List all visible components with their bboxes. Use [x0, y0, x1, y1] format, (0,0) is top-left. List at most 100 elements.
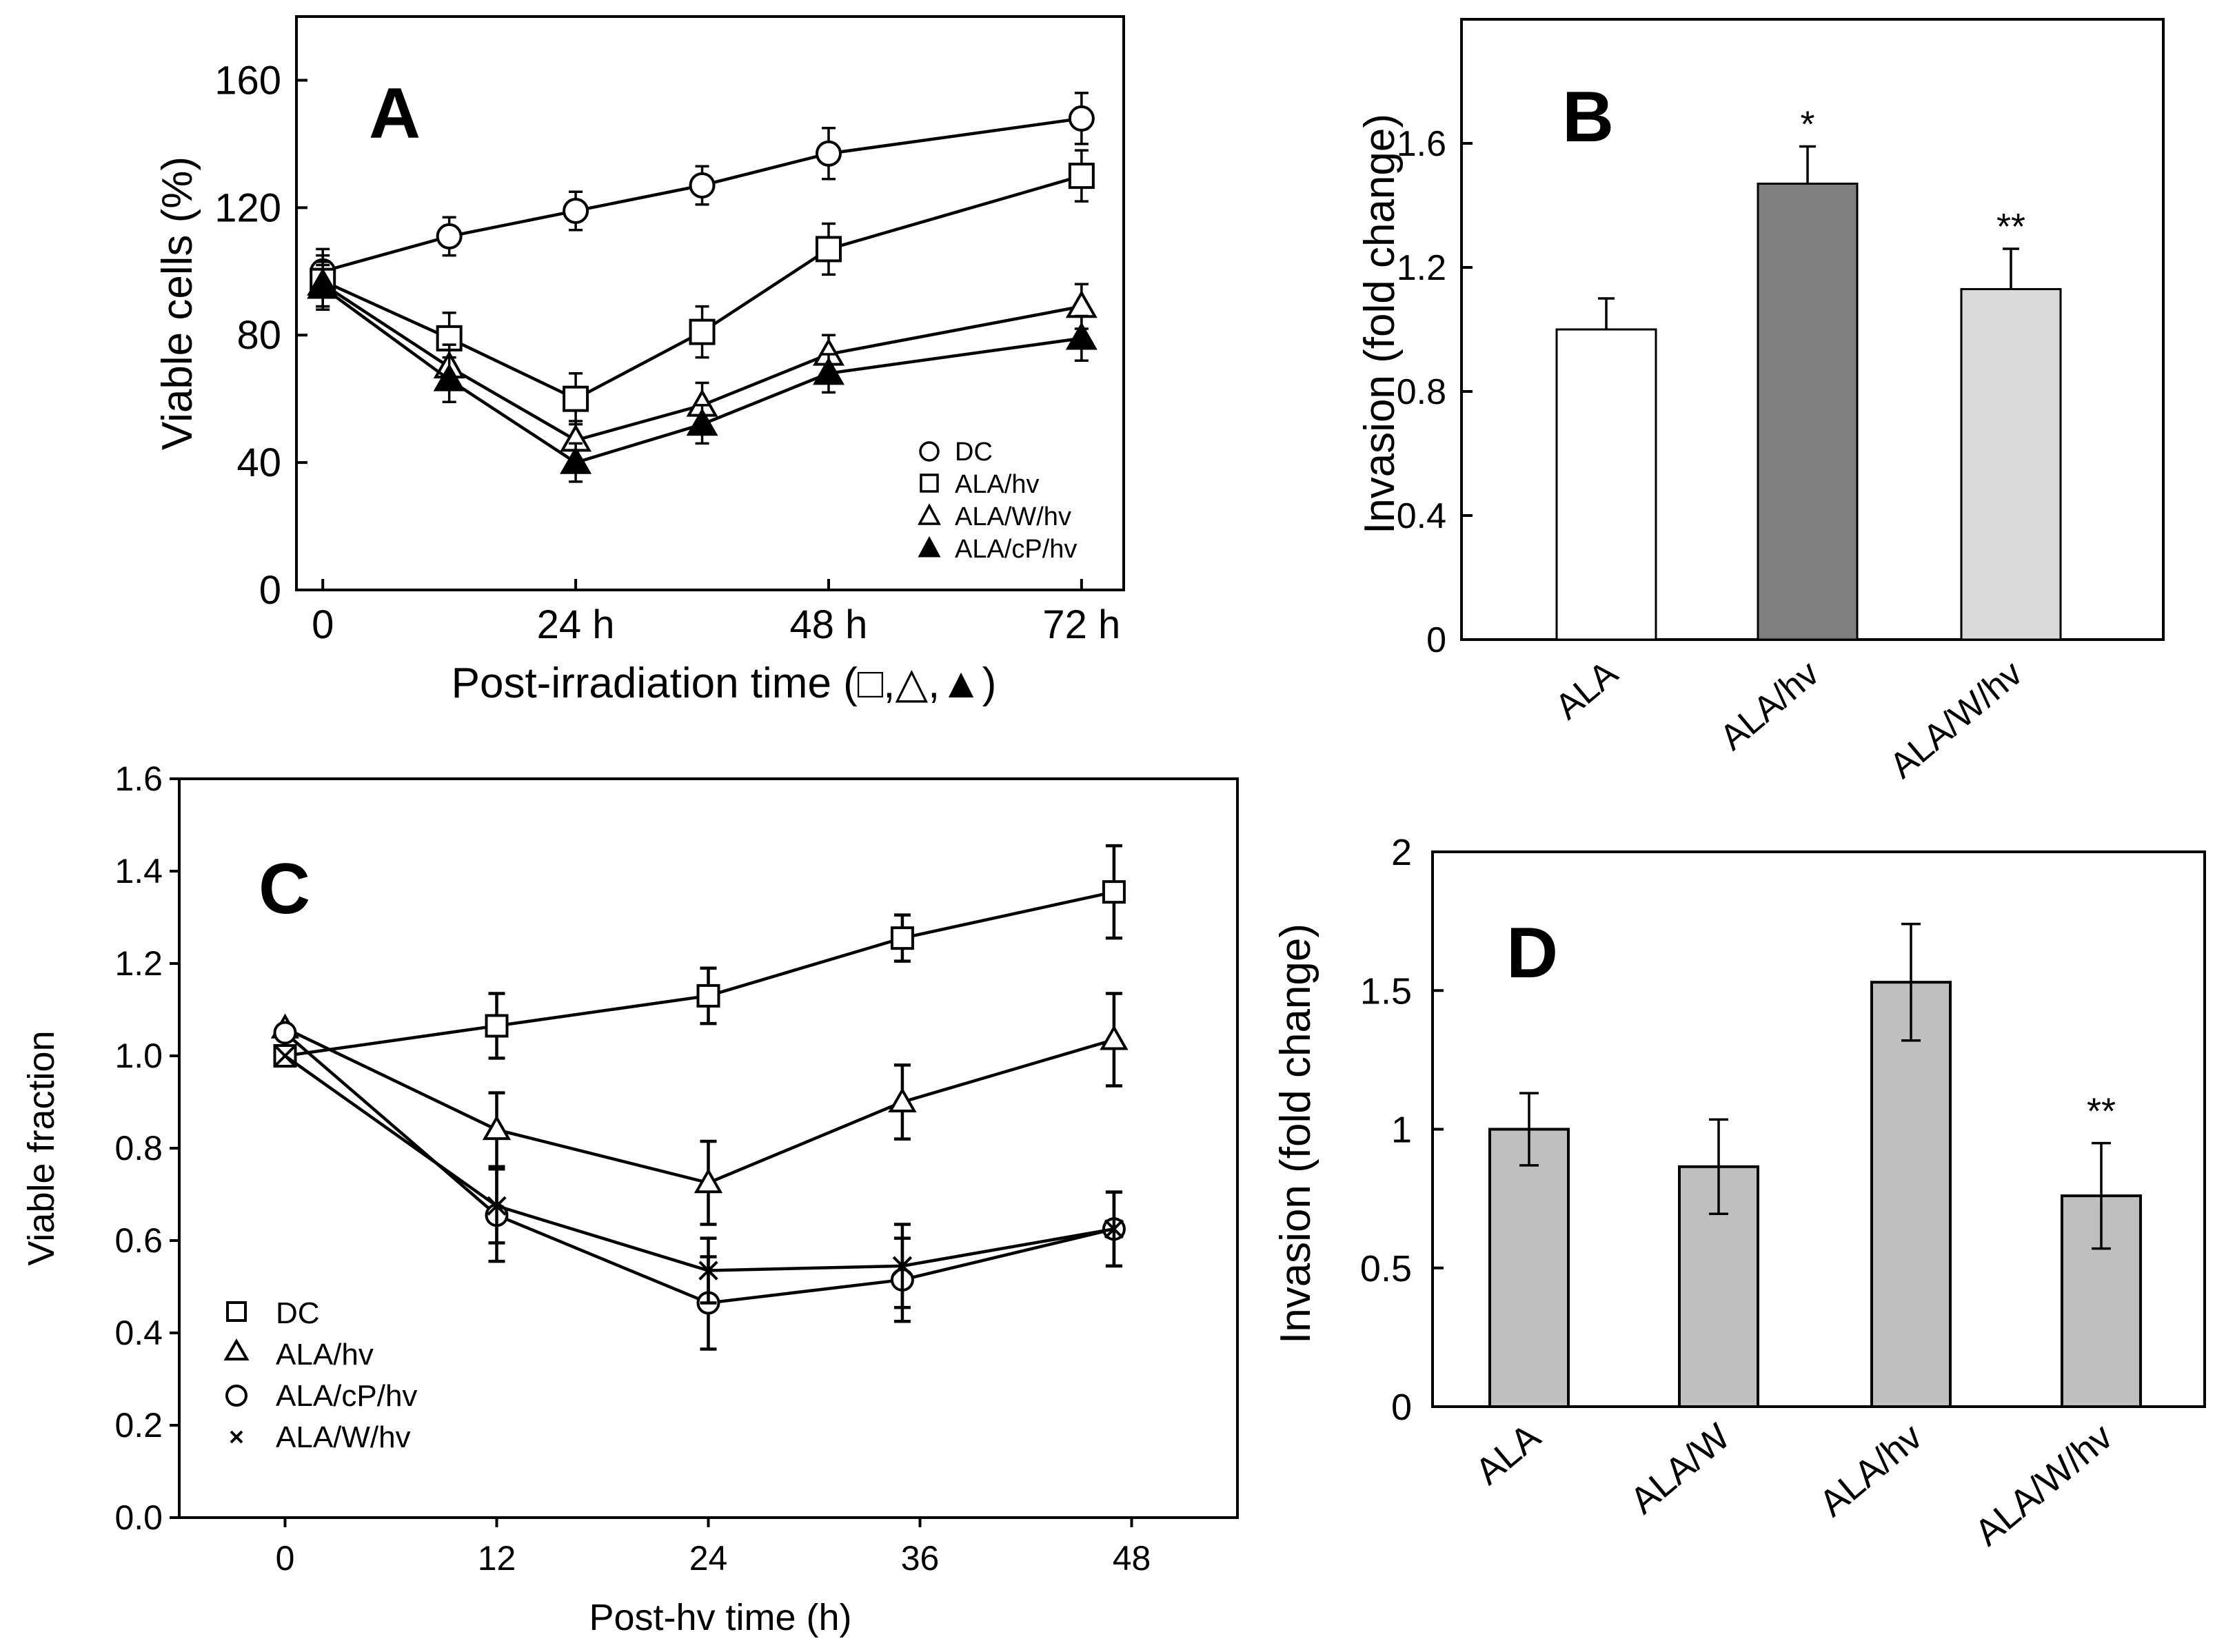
panel-b-y-axis-label: Invasion (fold change)	[1356, 114, 1404, 534]
panel-a-data-point	[1065, 290, 1098, 318]
panel-a-data-point	[307, 271, 339, 299]
panel-b-bar	[1757, 183, 1859, 641]
panel-a-data-point	[686, 408, 718, 436]
panel-c-data-point	[1100, 1025, 1129, 1050]
panel-c-legend-label: DC	[276, 1296, 320, 1330]
panel-c-x-tick-label: 24	[689, 1539, 728, 1578]
open-circle-marker-icon	[919, 441, 940, 462]
panel-c-x-axis-label: Post-hv time (h)	[589, 1597, 851, 1638]
panel-b-category-label: ALA/hv	[1712, 653, 1827, 758]
panel-b-bar-ala-hv: ALA/hv *	[1712, 104, 1859, 758]
panel-d-axes: 0 0.5 1 1.5 2	[1360, 832, 2103, 1428]
panel-c-series-ala-w-hv	[275, 1046, 1124, 1309]
open-triangle-marker-icon	[918, 503, 941, 525]
panel-d-error-bar	[2092, 1141, 2111, 1250]
x-marker-stroke	[698, 1261, 718, 1281]
panel-c-x-tick-label: 36	[901, 1539, 940, 1578]
x-marker-stroke	[275, 1046, 295, 1066]
panel-c-legend-label: ALA/cP/hv	[276, 1379, 417, 1413]
panel-a-data-point	[1065, 322, 1098, 350]
panel-a-x-tick-label: 0	[312, 602, 334, 647]
panel-a-y-tick-label: 40	[236, 440, 281, 485]
panel-c-series-group	[270, 844, 1129, 1351]
panel-b-y-tick-label: 1.6	[1397, 124, 1446, 164]
filled-triangle-marker-icon	[918, 536, 941, 558]
panel-a-y-tick-label: 120	[214, 185, 281, 230]
panel-a-series-ala-cp-hv	[307, 263, 1098, 483]
panel-b-y-tick-label: 1.2	[1397, 248, 1446, 288]
panel-b-y-tick-label: 0	[1426, 620, 1446, 660]
panel-c-y-axis-label: Viable fraction	[21, 1030, 62, 1265]
panel-d-error-bar	[1709, 1118, 1728, 1216]
panel-b-letter: B	[1562, 77, 1614, 157]
panel-d-y-tick-label: 2	[1391, 832, 1412, 873]
panel-a-series-line	[322, 174, 1082, 401]
panel-c-data-point	[694, 1167, 723, 1194]
panel-b-y-tick-label: 0.4	[1397, 496, 1446, 536]
open-square-marker-icon	[226, 1301, 247, 1322]
panel-c-y-tick-label: 1.2	[114, 944, 163, 983]
panel-d-bar	[1488, 1128, 1570, 1408]
panel-d-significance-marker: **	[2087, 1091, 2116, 1132]
panel-c-legend-item-ala-hv: ALA/hv	[223, 1338, 374, 1371]
panel-b-bar-ala: ALA	[1548, 297, 1657, 727]
panel-a-series-line	[321, 286, 1082, 465]
x-marker-stroke	[487, 1196, 507, 1216]
panel-c-x-tick-label: 48	[1113, 1539, 1151, 1578]
panel-a-x-tick-label: 48 h	[790, 602, 868, 647]
panel-a-y-axis-label: Viable cells (%)	[154, 156, 201, 450]
panel-a-y-tick-label: 80	[236, 313, 281, 358]
panel-c-data-point	[1102, 880, 1126, 904]
panel-a-y-tick-label: 0	[259, 568, 281, 613]
panel-c-y-tick-label: 0.8	[114, 1129, 163, 1167]
panel-c-series-line	[285, 890, 1115, 1058]
panel-a-series-ala-hv	[310, 149, 1095, 426]
panel-c-legend-label: ALA/hv	[276, 1338, 374, 1371]
panel-b-y-tick-label: 0.8	[1397, 372, 1446, 412]
panel-d-y-tick-label: 1	[1391, 1110, 1412, 1151]
panel-d-error-bar	[1519, 1092, 1539, 1167]
panel-a-data-point	[563, 385, 589, 412]
panel-c-x-tick-label: 12	[478, 1539, 516, 1578]
x-marker-stroke	[892, 1256, 913, 1276]
panel-c-legend-label: ALA/W/hv	[276, 1420, 411, 1454]
panel-c-data-point	[485, 1014, 509, 1038]
panel-d-y-tick-label: 0.5	[1360, 1248, 1412, 1289]
panel-d-chart: 0 0.5 1 1.5 2 ALA ALA/W ALA/hv ALA/W/hv ** D Inv…	[1272, 832, 2206, 1554]
panel-b-category-label: ALA/W/hv	[1882, 653, 2030, 786]
panel-d-bar-ala-w-hv: ALA/W/hv **	[1967, 1091, 2142, 1554]
panel-c-data-point	[892, 1256, 913, 1276]
panel-c-data-point	[1104, 1219, 1124, 1239]
panel-a-legend-label: DC	[955, 438, 993, 467]
panel-a-data-point	[815, 140, 842, 167]
open-triangle-marker-icon	[223, 1338, 250, 1360]
panel-a-series-dc	[310, 92, 1095, 295]
panel-c-legend-item-dc: DC	[226, 1296, 320, 1330]
panel-a-legend-item-ala-cp-hv: ALA/cP/hv	[918, 535, 1077, 564]
panel-d-letter: D	[1506, 913, 1558, 993]
panel-a-legend-item-ala-w-hv: ALA/W/hv	[918, 502, 1071, 531]
panel-a-data-point	[563, 197, 589, 224]
panel-d-category-label: ALA	[1468, 1416, 1548, 1493]
panel-c-y-tick-label: 0.4	[114, 1314, 163, 1352]
panel-b-bar	[1960, 288, 2062, 641]
panel-b-bar	[1555, 328, 1657, 641]
panel-c-series-ala-hv	[270, 992, 1129, 1226]
panel-c-data-point	[698, 1261, 718, 1281]
panel-c-legend-item-ala-cp-hv: ALA/cP/hv	[225, 1379, 417, 1413]
panel-d-error-bar	[1901, 922, 1921, 1042]
panel-a-legend-label: ALA/W/hv	[955, 502, 1071, 531]
panel-a-axes: 0 40 80 120 160 0 24 h 48 h 72 h	[214, 58, 1120, 647]
panel-a-series-line	[321, 283, 1082, 442]
panel-a-legend-item-ala-hv: ALA/hv	[920, 470, 1040, 499]
panel-a-data-point	[560, 446, 592, 474]
panel-a-x-tick-label: 72 h	[1042, 602, 1120, 647]
panel-a-data-point	[1068, 163, 1095, 190]
panel-d-y-tick-label: 0	[1391, 1387, 1412, 1428]
x-marker-icon	[230, 1430, 243, 1444]
panel-b-chart: 0 0.4 0.8 1.2 1.6 ALA ALA/hv * ALA/W/hv ** B Inv…	[1356, 18, 2165, 786]
panel-a-y-tick-label: 160	[214, 58, 281, 103]
x-marker-stroke	[1104, 1219, 1124, 1239]
panel-b-axes: 0 0.4 0.8 1.2 1.6	[1397, 124, 2012, 660]
